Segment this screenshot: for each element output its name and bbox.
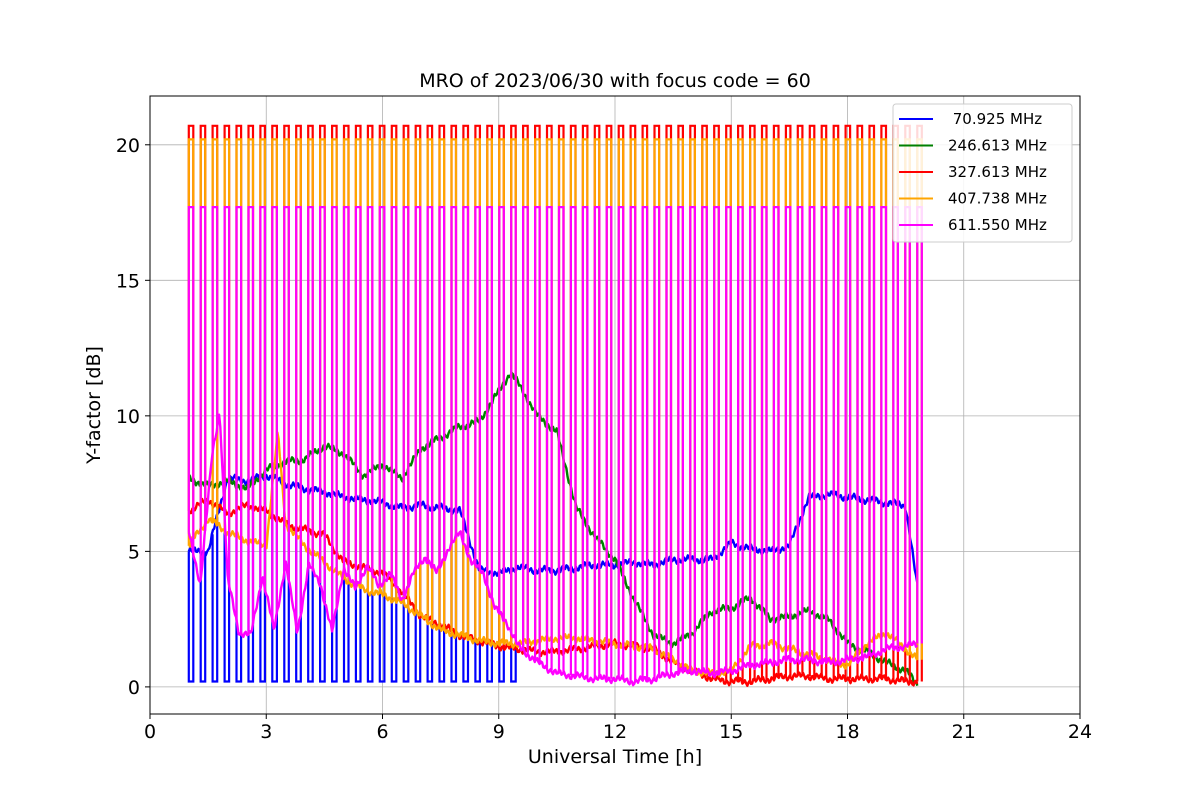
calibration-pulse [402,206,410,596]
calibration-pulse [319,206,326,602]
calibration-pulse [760,206,768,664]
x-tick-label: 15 [719,721,743,743]
y-tick-label: 15 [116,270,140,292]
calibration-pulse [749,206,756,666]
calibration-pulse [283,206,290,582]
calibration-pulse [450,206,458,545]
calibration-pulse [462,206,470,553]
calibration-pulse [271,206,278,623]
calibration-pulse [187,206,195,553]
legend-entry: 611.550 MHz [948,216,1047,234]
calibration-pulse [247,206,255,635]
calibration-pulse [354,206,362,589]
calibration-pulse [295,206,302,627]
y-axis-label: Y-factor [dB] [83,346,105,465]
calibration-pulse [510,206,517,642]
calibration-pulse [199,551,207,683]
calibration-pulse [390,206,398,588]
x-tick-label: 12 [603,721,627,743]
calibration-pulse [545,206,553,671]
calibration-pulse [414,206,422,570]
series-line [187,371,919,687]
calibration-pulse [593,206,601,679]
calibration-pulse [199,206,207,581]
x-axis-label: Universal Time [h] [528,746,702,768]
calibration-pulse [605,206,613,679]
calibration-pulse [426,206,434,567]
calibration-pulse [701,206,708,673]
calibration-pulse [844,206,852,661]
calibration-pulse [474,206,481,570]
legend-box [892,103,1073,243]
calibration-pulse [772,206,780,662]
calibration-pulse [187,551,195,683]
calibration-pulse [737,206,744,669]
calibration-pulse [784,206,792,661]
calibration-pulse [342,497,350,683]
legend: 70.925 MHz 246.613 MHz 327.613 MHz 407.738 … [892,103,1073,243]
x-tick-label: 21 [952,721,976,743]
x-tick-label: 18 [835,721,859,743]
x-tick-label: 0 [144,721,156,743]
axis-ticks: 0 3 6 9 12 15 18 21 24 0 5 10 15 20 [116,135,1092,743]
x-tick-label: 24 [1068,721,1092,743]
calibration-pulse [820,206,828,663]
calibration-pulse [211,517,219,683]
legend-entry: 327.613 MHz [948,163,1047,181]
calibration-pulse [677,206,684,673]
x-tick-label: 3 [260,721,272,743]
calibration-pulse [331,206,338,633]
calibration-pulse [689,206,696,671]
legend-entry: 407.738 MHz [948,190,1047,208]
calibration-pulse [665,206,673,676]
legend-entry: 70.925 MHz [948,110,1042,128]
calibration-pulse [366,206,374,575]
calibration-pulse [808,206,816,661]
y-tick-label: 5 [128,541,140,563]
series-line [187,497,919,687]
chart-title: MRO of 2023/06/30 with focus code = 60 [419,70,811,92]
series-line [187,473,919,584]
calibration-pulse [713,206,720,673]
legend-entry: 246.613 MHz [948,137,1047,155]
series-1 [187,371,919,687]
calibration-pulse [653,206,661,679]
calibration-pulse [259,206,266,588]
calibration-pulse [223,206,231,586]
y-tick-label: 20 [116,135,140,157]
calibration-pulse [378,206,386,586]
calibration-pulse [725,206,732,672]
plot-area [187,124,923,687]
x-tick-label: 9 [493,721,505,743]
calibration-pulse [832,206,840,662]
calibration-pulse [617,206,625,680]
calibration-pulse [235,206,243,634]
calibration-pulse [880,206,888,651]
series-4 [187,206,923,687]
calibration-pulse [307,489,314,683]
y-tick-label: 0 [128,677,140,699]
calibration-pulse [581,206,589,678]
calibration-pulse [522,206,529,655]
calibration-pulse [307,206,314,572]
calibration-pulse [498,206,505,619]
calibration-pulse [342,206,350,577]
calibration-pulse [641,206,649,681]
series-line [187,413,919,687]
calibration-pulse [534,206,541,664]
calibration-pulse [856,206,864,659]
series-line [188,431,919,678]
calibration-pulse [486,206,493,600]
calibration-pulse [868,206,876,656]
y-tick-label: 10 [116,406,140,428]
calibration-pulse [629,206,637,682]
calibration-pulse [557,206,565,675]
x-tick-label: 6 [376,721,388,743]
calibration-pulse [211,206,219,453]
calibration-pulse [796,206,804,660]
calibration-pulse [569,206,577,676]
calibration-pulse [438,206,446,568]
